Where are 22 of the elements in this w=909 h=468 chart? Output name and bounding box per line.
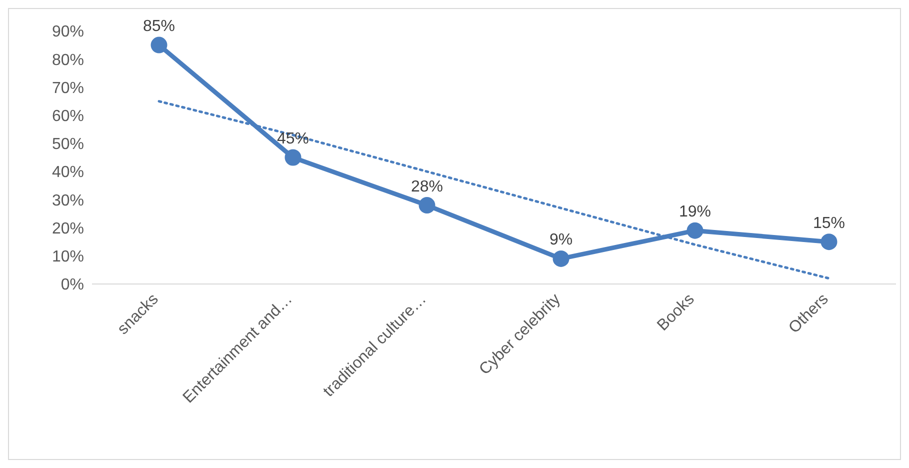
point: [284, 149, 302, 166]
y-tick-label: 90%: [52, 24, 84, 41]
data-label: 28%: [410, 178, 444, 196]
y-tick-label: 10%: [52, 248, 84, 266]
data-label: 9%: [549, 232, 573, 249]
y-tick-label: 0%: [60, 276, 84, 294]
point: [150, 36, 168, 54]
data-label: 85%: [142, 18, 176, 36]
data-label: 45%: [276, 130, 310, 148]
point: [820, 234, 838, 250]
data-label: 15%: [812, 214, 846, 232]
y-tick-label: 70%: [52, 80, 84, 97]
point: [552, 250, 570, 267]
y-tick-label: 30%: [52, 192, 84, 210]
y-tick-label: 50%: [52, 136, 84, 154]
y-tick-label: 40%: [52, 164, 84, 182]
data-label: 19%: [678, 204, 712, 221]
y-tick-label: 80%: [52, 52, 84, 69]
point: [418, 197, 436, 214]
y-tick-label: 60%: [52, 108, 84, 126]
y-tick-label: 20%: [52, 220, 84, 238]
point: [686, 222, 704, 239]
